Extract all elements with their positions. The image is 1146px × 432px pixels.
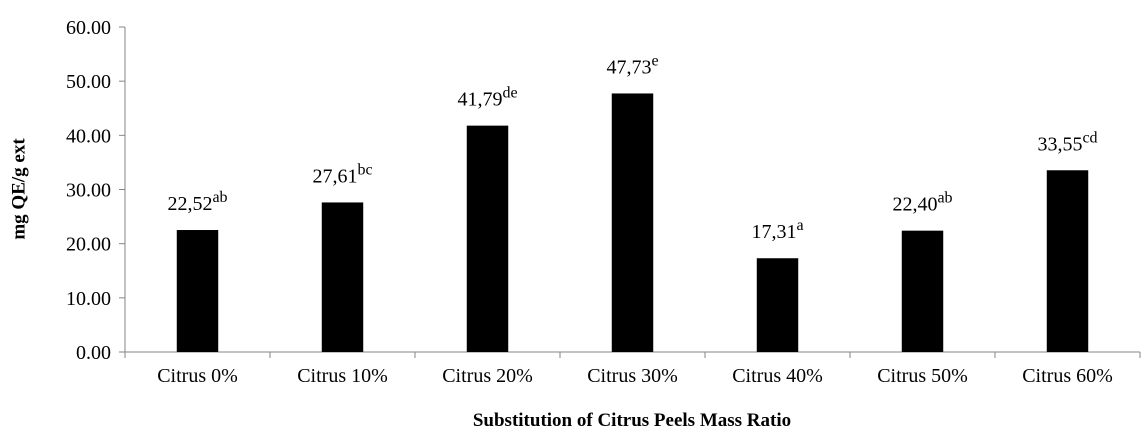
x-tick-label: Citrus 40%	[732, 365, 823, 387]
x-tick-label: Citrus 0%	[157, 365, 238, 387]
value-label: 41,79de	[457, 85, 517, 111]
bar	[321, 202, 364, 352]
bar	[756, 258, 799, 352]
y-tick-label: 40.00	[66, 125, 111, 147]
significance-letter: bc	[357, 161, 372, 178]
x-tick-label: Citrus 10%	[297, 365, 388, 387]
value-label: 27,61bc	[312, 161, 372, 187]
bar	[466, 125, 509, 352]
x-axis-title: Substitution of Citrus Peels Mass Ratio	[473, 410, 791, 431]
value-label: 17,31a	[751, 217, 803, 243]
value-label-number: 27,61	[312, 165, 357, 187]
bar	[901, 230, 944, 352]
value-label: 47,73e	[606, 52, 658, 78]
significance-letter: ab	[937, 190, 952, 207]
value-label: 22,52ab	[167, 189, 227, 215]
x-tick-label: Citrus 60%	[1022, 365, 1113, 387]
bar	[611, 93, 654, 353]
value-label-number: 22,40	[892, 194, 937, 216]
significance-letter: cd	[1082, 129, 1097, 146]
x-tick-label: Citrus 30%	[587, 365, 678, 387]
y-axis-title: mg QE/g ext	[8, 138, 29, 240]
bar	[176, 230, 219, 352]
x-tick-label: Citrus 50%	[877, 365, 968, 387]
value-label-number: 17,31	[751, 221, 796, 243]
value-label: 33,55cd	[1037, 129, 1097, 155]
value-label-number: 47,73	[606, 56, 651, 78]
y-tick-label: 50.00	[66, 71, 111, 93]
significance-letter: ab	[212, 189, 227, 206]
y-tick-label: 0.00	[76, 342, 111, 364]
y-tick-label: 20.00	[66, 234, 111, 256]
y-tick-label: 10.00	[66, 288, 111, 310]
bar	[1046, 170, 1089, 352]
significance-letter: e	[651, 52, 658, 69]
value-label-number: 41,79	[457, 89, 502, 111]
value-label-number: 33,55	[1037, 133, 1082, 155]
x-tick-label: Citrus 20%	[442, 365, 533, 387]
y-tick-label: 60.00	[66, 17, 111, 39]
y-tick-label: 30.00	[66, 180, 111, 202]
value-label: 22,40ab	[892, 190, 952, 216]
significance-letter: de	[502, 85, 517, 102]
value-label-number: 22,52	[167, 193, 212, 215]
significance-letter: a	[796, 217, 803, 234]
